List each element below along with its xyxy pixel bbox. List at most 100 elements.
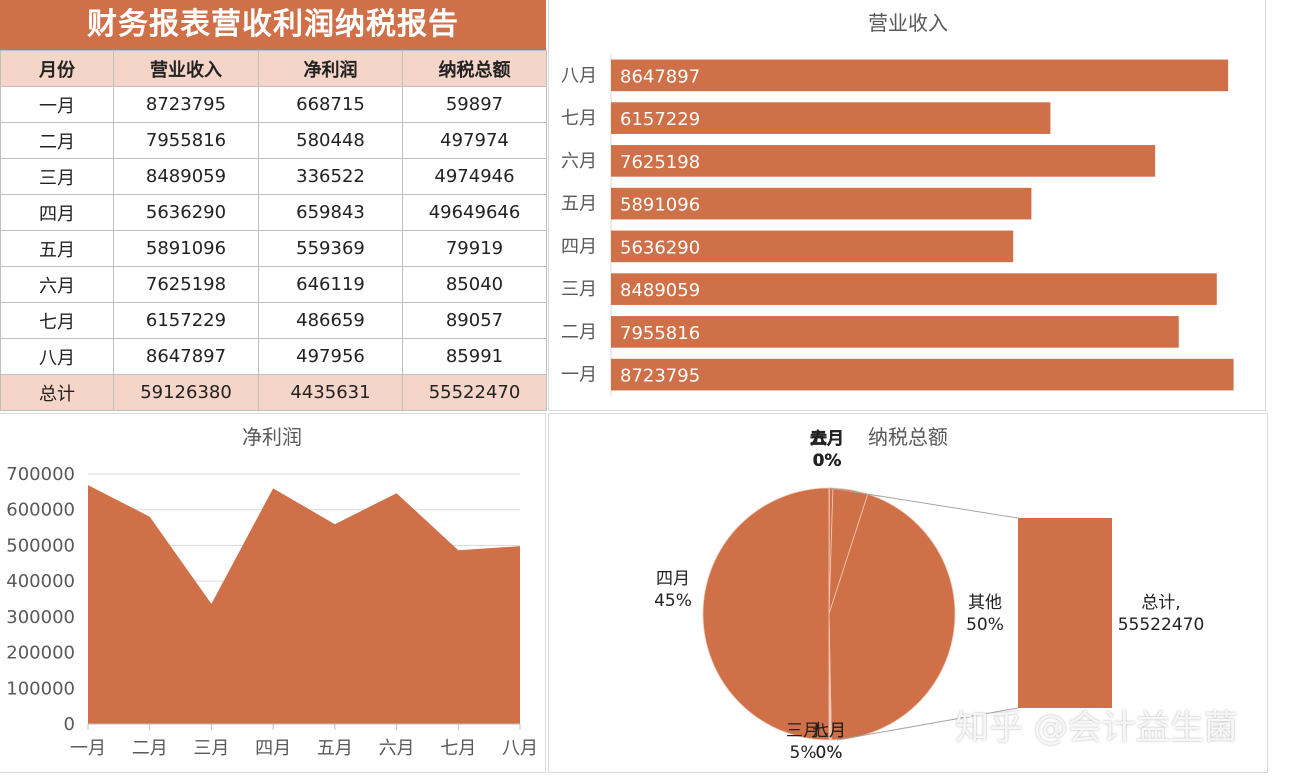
report-table-panel: 财务报表营收利润纳税报告 月份 营业收入 净利润 纳税总额 一月 8723795 6… <box>0 0 547 411</box>
data-label: 5891096 <box>620 195 700 216</box>
cell-revenue: 5636290 <box>113 194 259 231</box>
table-row: 三月 8489059 336522 4974946 <box>0 158 547 195</box>
pie-data-label: 六月 0% <box>810 428 844 471</box>
data-label: 7955816 <box>620 323 700 344</box>
y-tick-label: 六月 <box>561 151 597 172</box>
cell-tax-total: 497974 <box>402 122 547 159</box>
y-tick-label: 四月 <box>561 236 597 257</box>
pie-data-label: 三月 5% <box>786 721 820 763</box>
chart-title: 纳税总额 <box>868 425 948 449</box>
report-title: 财务报表营收利润纳税报告 <box>0 0 546 50</box>
y-tick-label: 300000 <box>6 607 75 628</box>
cell-month: 三月 <box>0 158 114 195</box>
cell-month: 五月 <box>0 230 114 267</box>
y-tick-label: 600000 <box>6 500 75 521</box>
y-tick-label: 三月 <box>561 279 597 300</box>
data-label: 8723795 <box>620 366 700 387</box>
data-label: 8489059 <box>620 280 700 301</box>
y-tick-label: 二月 <box>561 322 597 343</box>
table-row: 二月 7955816 580448 497974 <box>0 122 547 159</box>
y-tick-label: 一月 <box>561 365 597 386</box>
bar <box>611 145 1156 177</box>
table-row: 一月 8723795 668715 59897 <box>0 86 547 123</box>
header-revenue: 营业收入 <box>113 50 259 87</box>
x-tick-label: 八月 <box>502 738 538 759</box>
secondary-bar <box>1018 518 1112 708</box>
cell-revenue: 6157229 <box>113 302 259 339</box>
pie-data-label: 四月 45% <box>654 569 692 611</box>
net-profit-area-chart: 净利润 0 100000 200000 300000 400000 500000 600000… <box>6 425 538 759</box>
x-tick-label: 六月 <box>379 738 415 759</box>
cell-tax-total: 4974946 <box>402 158 547 195</box>
revenue-bar-chart-panel: 营业收入一月 8723795 二月 7955816 三月 8489059 四月 5636290… <box>548 0 1266 411</box>
cell-revenue: 7625198 <box>113 266 259 303</box>
cell-net-profit: 559369 <box>258 230 403 267</box>
cell-revenue: 8723795 <box>113 86 259 123</box>
cell-net-profit: 336522 <box>258 158 403 195</box>
x-tick-label: 一月 <box>70 738 106 759</box>
y-tick-label: 100000 <box>6 678 75 699</box>
x-tick-label: 三月 <box>193 738 229 759</box>
cell-month: 一月 <box>0 86 114 123</box>
pie-data-label: 其他 50% <box>966 593 1004 635</box>
cell-net-profit: 646119 <box>258 266 403 303</box>
bar <box>611 358 1234 391</box>
y-tick-label: 八月 <box>561 65 597 86</box>
y-tick-label: 七月 <box>561 108 597 129</box>
y-tick-label: 500000 <box>6 535 75 556</box>
table-header-row: 月份 营业收入 净利润 纳税总额 <box>0 50 547 87</box>
cell-month: 七月 <box>0 302 114 339</box>
cell-revenue: 8489059 <box>113 158 259 195</box>
cell-revenue: 5891096 <box>113 230 259 267</box>
secondary-bar-label: 总计, 55522470 <box>1118 593 1205 635</box>
watermark: 知乎 @会计益生菌 <box>955 708 1238 748</box>
table-total-row: 总计 59126380 4435631 55522470 <box>0 374 547 411</box>
bar <box>611 316 1179 348</box>
x-tick-label: 七月 <box>440 738 476 759</box>
table-row: 六月 7625198 646119 85040 <box>0 266 547 303</box>
cell-tax-total: 59897 <box>402 86 547 123</box>
area-series <box>88 485 520 724</box>
bar <box>611 230 1014 263</box>
cell-tax-total: 89057 <box>402 302 547 339</box>
table-row: 四月 5636290 659843 49649646 <box>0 194 547 231</box>
pie-data-label: 八月 0% <box>812 721 846 763</box>
data-label: 6157229 <box>620 109 700 130</box>
cell-month: 四月 <box>0 194 114 231</box>
table-row: 七月 6157229 486659 89057 <box>0 302 547 339</box>
bar <box>611 273 1217 305</box>
y-tick-label: 五月 <box>561 194 597 215</box>
header-tax-total: 纳税总额 <box>402 50 547 87</box>
bar <box>611 102 1051 134</box>
data-label: 5636290 <box>620 237 700 258</box>
chart-title: 营业收入 <box>868 11 948 35</box>
header-net-profit: 净利润 <box>258 50 403 87</box>
pie-slice <box>828 493 956 741</box>
cell-net-profit: 497956 <box>258 338 403 375</box>
cell-tax-total: 85991 <box>402 338 547 375</box>
cell-month: 八月 <box>0 338 114 375</box>
y-tick-label: 700000 <box>6 464 75 485</box>
bar <box>611 59 1229 92</box>
cell-tax-total: 79919 <box>402 230 547 267</box>
y-tick-label: 400000 <box>6 571 75 592</box>
cell-revenue: 7955816 <box>113 122 259 159</box>
pie-data-label: 一月 0% <box>810 429 844 471</box>
cell-month: 六月 <box>0 266 114 303</box>
x-tick-label: 四月 <box>255 738 291 759</box>
cell-total-label: 总计 <box>0 374 114 411</box>
cell-tax-total: 49649646 <box>402 194 547 231</box>
y-tick-label: 0 <box>64 714 75 735</box>
table-row: 八月 8647897 497956 85991 <box>0 338 547 375</box>
net-profit-area-chart-panel: 净利润 0 100000 200000 300000 400000 500000 600000… <box>0 413 546 773</box>
chart-title: 净利润 <box>242 425 302 449</box>
tax-pie-chart-panel: 纳税总额 一月 0% 二月 0% 三月 5% 四月 45% 五月 0% 六月 0% 七月 0% 八月 0% 其他 5… <box>548 413 1268 773</box>
pie-data-label: 五月 0% <box>810 429 844 471</box>
connector-line <box>836 707 1019 741</box>
pie-slice <box>702 487 830 741</box>
y-tick-label: 200000 <box>6 643 75 664</box>
x-tick-label: 二月 <box>132 738 168 759</box>
pie-data-label: 二月 0% <box>810 429 844 471</box>
